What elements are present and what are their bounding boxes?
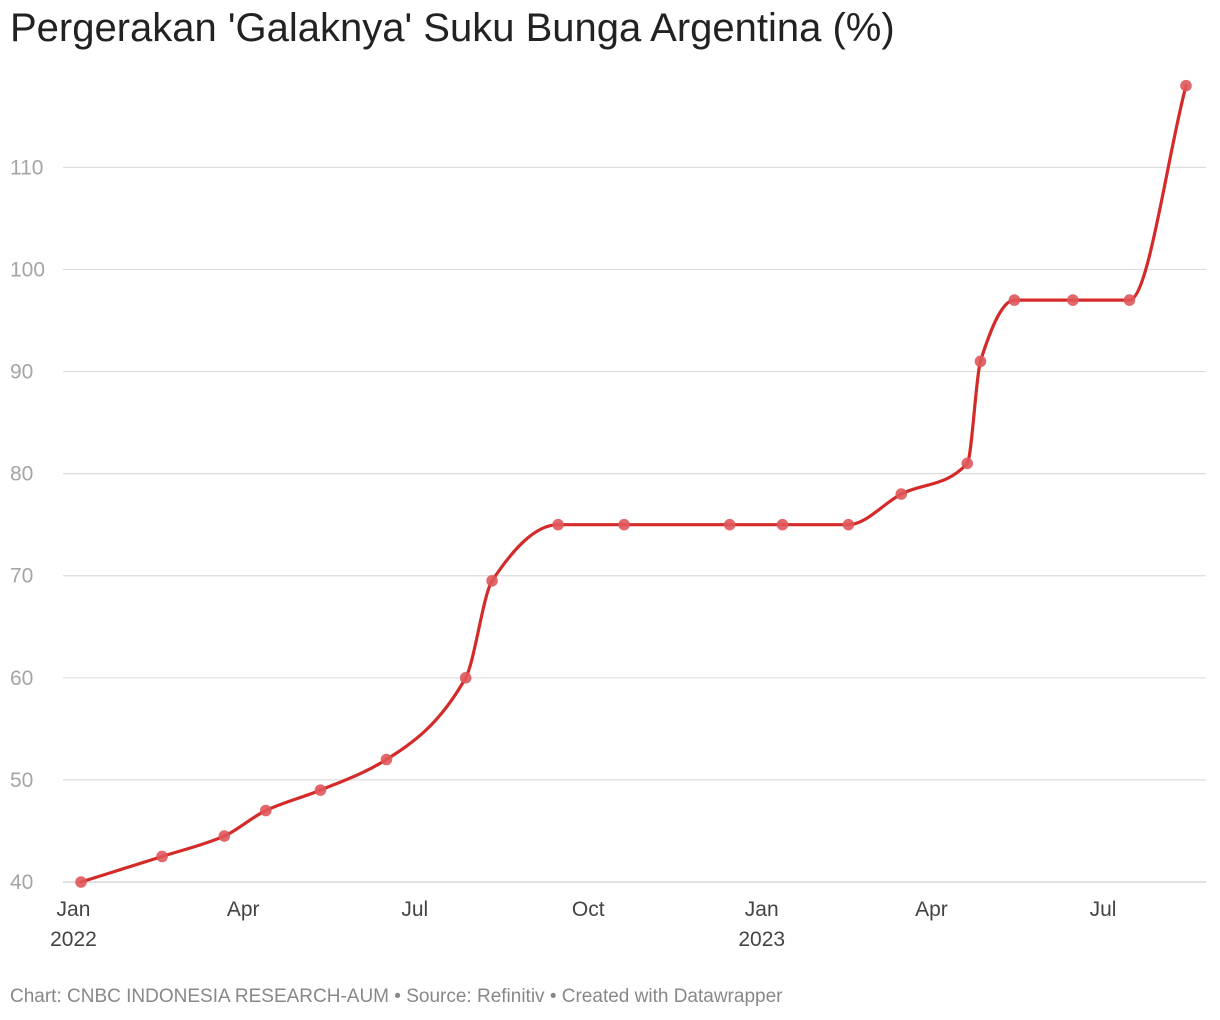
data-point[interactable] xyxy=(618,518,630,531)
data-point[interactable] xyxy=(895,488,908,500)
y-tick-label: 40 xyxy=(10,871,33,894)
x-axis-labels: Jan 2022 Apr Jul Oct Jan 2023 Apr Jul xyxy=(50,898,1116,951)
y-axis-labels: 40 50 60 70 80 90 100 110 xyxy=(10,156,45,894)
data-point[interactable] xyxy=(961,457,974,470)
data-point[interactable] xyxy=(776,518,789,531)
x-tick-label: Oct xyxy=(572,898,605,921)
x-tick-label: Jan xyxy=(745,898,779,921)
x-tick-label: Apr xyxy=(227,898,260,921)
x-tick-year-label: 2022 xyxy=(50,928,97,951)
series-line-layer xyxy=(79,84,1188,884)
series-points-layer xyxy=(75,79,1192,888)
data-point[interactable] xyxy=(314,784,327,796)
data-point[interactable] xyxy=(156,850,168,863)
x-tick-year-label: 2023 xyxy=(738,928,785,951)
chart-title: Pergerakan 'Galaknya' Suku Bunga Argenti… xyxy=(10,6,895,50)
line-chart: 40 50 60 70 80 90 100 110 Jan 2022 Apr Jul Oct Jan 20… xyxy=(10,79,1206,951)
x-tick-label: Jul xyxy=(1090,898,1117,921)
y-tick-label: 90 xyxy=(10,361,33,384)
y-tick-label: 70 xyxy=(10,565,33,588)
y-tick-label: 60 xyxy=(10,667,33,690)
data-point[interactable] xyxy=(1008,294,1021,306)
data-point[interactable] xyxy=(842,518,855,531)
data-point[interactable] xyxy=(75,876,87,888)
series-line xyxy=(79,84,1188,884)
y-tick-label: 110 xyxy=(10,156,43,179)
y-tick-label: 50 xyxy=(10,769,33,792)
data-point[interactable] xyxy=(1123,294,1136,306)
chart-footer: Chart: CNBC INDONESIA RESEARCH-AUM • Sou… xyxy=(10,986,783,1007)
x-tick-label: Apr xyxy=(915,898,948,921)
y-tick-label: 100 xyxy=(10,258,45,281)
data-point[interactable] xyxy=(1180,79,1192,92)
y-tick-label: 80 xyxy=(10,463,33,486)
data-point[interactable] xyxy=(552,518,564,531)
gridlines xyxy=(63,166,1206,883)
data-point[interactable] xyxy=(380,753,393,766)
x-tick-label: Jul xyxy=(401,898,428,921)
data-point[interactable] xyxy=(259,804,272,817)
data-point[interactable] xyxy=(723,518,736,531)
data-point[interactable] xyxy=(218,830,231,842)
data-point[interactable] xyxy=(486,575,498,587)
data-point[interactable] xyxy=(974,355,987,368)
data-point[interactable] xyxy=(1067,294,1079,306)
data-point[interactable] xyxy=(459,672,472,684)
x-tick-label: Jan xyxy=(57,898,91,921)
